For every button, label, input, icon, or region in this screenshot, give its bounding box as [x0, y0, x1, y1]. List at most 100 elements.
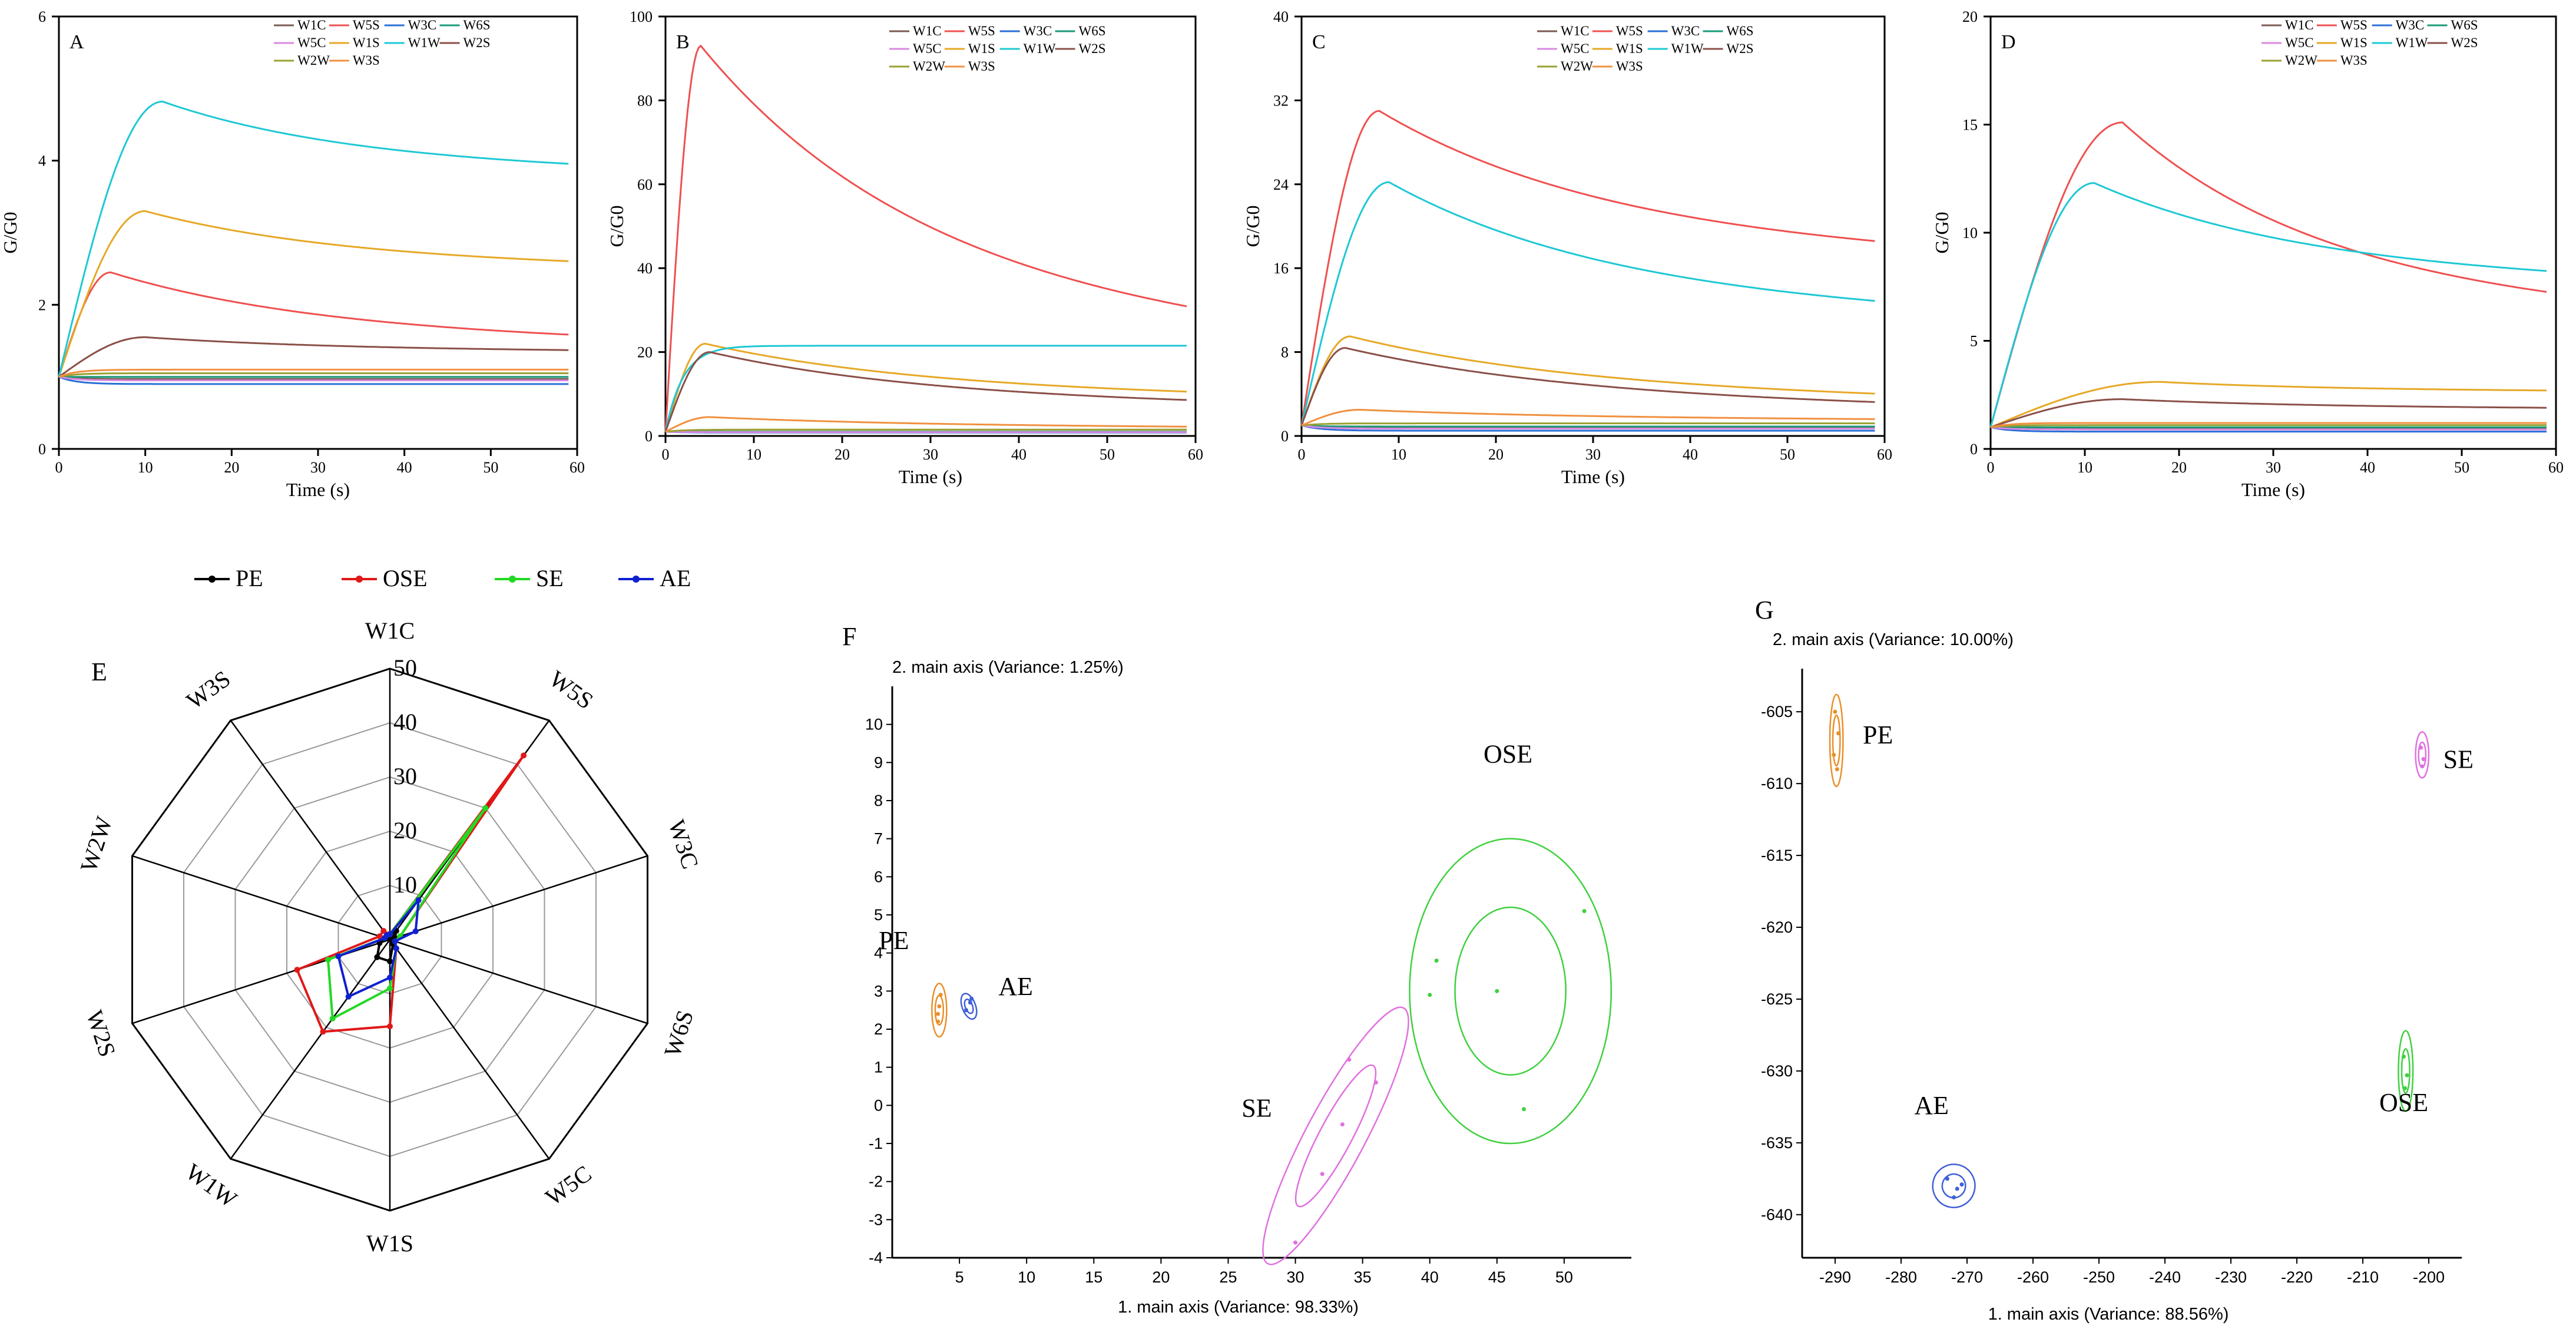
legend-label-W3S: W3S — [1616, 59, 1643, 74]
series-line-W3S — [1301, 408, 1875, 427]
data-point-OSE — [1428, 993, 1432, 997]
x-tick-label: 20 — [224, 459, 239, 476]
y-tick-label: 8 — [1281, 344, 1289, 361]
series-line-W1W — [664, 345, 1187, 432]
radar-tick-label: 20 — [393, 817, 417, 844]
x-tick-label: 30 — [1287, 1268, 1304, 1286]
legend-label-W1C: W1C — [297, 18, 326, 32]
x-tick-label: 10 — [138, 459, 153, 476]
series-line-W1S — [58, 210, 569, 378]
legend-label-W6S: W6S — [2451, 18, 2478, 32]
radar-point-PE — [387, 958, 393, 964]
y-tick-label: 20 — [637, 344, 653, 361]
x-tick-label: -220 — [2281, 1268, 2313, 1286]
y-tick-label: 15 — [1962, 117, 1978, 134]
x-axis-label: Time (s) — [2241, 479, 2305, 500]
legend-label-W6S: W6S — [1727, 24, 1754, 38]
data-point-PE — [938, 993, 943, 997]
radar-axis-label-W2W: W2W — [75, 813, 117, 875]
y-tick-label: 9 — [874, 753, 883, 771]
data-point-OSE — [1434, 958, 1439, 963]
series-line-W3C — [58, 376, 569, 385]
x-axis-label: 1. main axis (Variance: 88.56%) — [1988, 1305, 2229, 1324]
panel-letter: C — [1312, 31, 1326, 53]
x-tick-label: 40 — [397, 459, 412, 476]
radar-legend-label-OSE: OSE — [383, 565, 428, 591]
x-tick-label: 20 — [1152, 1268, 1170, 1286]
series-line-W1S — [1300, 335, 1875, 426]
series-line-W3C — [1301, 424, 1875, 432]
y-tick-label: 100 — [630, 8, 653, 25]
x-tick-label: 10 — [2077, 459, 2092, 476]
legend-label-W5S: W5S — [1616, 24, 1643, 38]
series-line-W2S — [1300, 346, 1875, 426]
y-tick-label: 0 — [645, 428, 653, 445]
y-tick-label: 0 — [1970, 441, 1978, 458]
data-point-PE — [1836, 731, 1841, 736]
series-line-W3S — [665, 416, 1187, 433]
legend-label-W5C: W5C — [297, 35, 326, 50]
series-line-W2W — [665, 428, 1187, 433]
series-line-W1C — [58, 376, 569, 380]
x-tick-label: 50 — [1780, 446, 1795, 463]
data-point-SE — [1373, 1080, 1378, 1085]
x-tick-label: -260 — [2017, 1268, 2049, 1286]
radar-point-SE — [482, 805, 489, 811]
group-label-OSE: OSE — [2379, 1088, 2428, 1117]
x-tick-label: 40 — [1421, 1268, 1439, 1286]
series-line-W3S — [58, 368, 569, 378]
series-line-W2S — [1990, 398, 2547, 428]
y-tick-label: 4 — [38, 153, 46, 170]
legend-label-W1C: W1C — [1561, 24, 1590, 38]
legend-label-W5S: W5S — [2340, 18, 2368, 32]
radar-axis-label-W3C: W3C — [663, 817, 704, 872]
x-axis-label: Time (s) — [899, 466, 962, 487]
radar-point-AE — [383, 932, 390, 938]
confidence-ellipse-OSE — [1409, 838, 1613, 1145]
radar-legend-marker-OSE — [356, 576, 363, 583]
panel-A: 0 10 20 30 40 50 60 0 2 4 6 A Time (s) G/G0 W1C W5S W3C W… — [0, 8, 585, 500]
radar-axis-label-W6S: W6S — [659, 1007, 699, 1060]
x-tick-label: 60 — [1188, 446, 1203, 463]
data-point-OSE — [2405, 1073, 2409, 1077]
confidence-ellipse-AE — [960, 993, 978, 1020]
y-tick-label: 7 — [874, 830, 883, 848]
y-tick-label: 4 — [874, 944, 883, 962]
legend-label-W3C: W3C — [1671, 24, 1700, 38]
data-point-OSE — [2401, 1055, 2406, 1059]
x-tick-label: -270 — [1951, 1268, 1983, 1286]
radar-point-AE — [415, 897, 422, 904]
confidence-ellipse-SE — [2418, 741, 2427, 769]
legend-label-W3C: W3C — [408, 18, 437, 32]
y-tick-label: 2 — [874, 1020, 883, 1038]
y-tick-label: 10 — [1962, 224, 1978, 242]
legend-label-W3S: W3S — [353, 53, 380, 68]
series-line-W2S — [664, 351, 1187, 432]
radar-point-AE — [392, 938, 398, 944]
legend-label-W5C: W5C — [1561, 41, 1590, 56]
legend-label-W5C: W5C — [2285, 35, 2314, 50]
y-tick-label: -4 — [869, 1249, 883, 1267]
radar-spoke — [389, 939, 550, 1159]
confidence-ellipse-AE — [1941, 1173, 1966, 1199]
radar-legend-label-AE: AE — [660, 565, 691, 591]
y-tick-label: 32 — [1273, 92, 1289, 109]
legend-label-W1W: W1W — [1671, 41, 1704, 56]
radar-axis-label-W5C: W5C — [541, 1160, 597, 1211]
data-point-OSE — [1495, 989, 1499, 993]
radar-point-SE — [329, 1015, 336, 1022]
x-tick-label: 0 — [1987, 459, 1995, 476]
data-point-AE — [964, 1008, 968, 1013]
y-tick-label: 20 — [1962, 8, 1978, 25]
y-tick-label: 80 — [637, 92, 653, 109]
x-axis-label: 1. main axis (Variance: 98.33%) — [1118, 1298, 1359, 1317]
y-tick-label: 24 — [1273, 176, 1289, 193]
series-line-W3C — [1990, 426, 2547, 433]
group-label-OSE: OSE — [1484, 739, 1532, 768]
group-label-AE: AE — [998, 972, 1033, 1001]
y-tick-label: -2 — [869, 1173, 883, 1191]
radar-legend-marker-PE — [208, 576, 216, 583]
confidence-ellipse-AE — [1932, 1163, 1976, 1208]
confidence-ellipse-AE — [963, 999, 974, 1014]
x-tick-label: 50 — [483, 459, 498, 476]
